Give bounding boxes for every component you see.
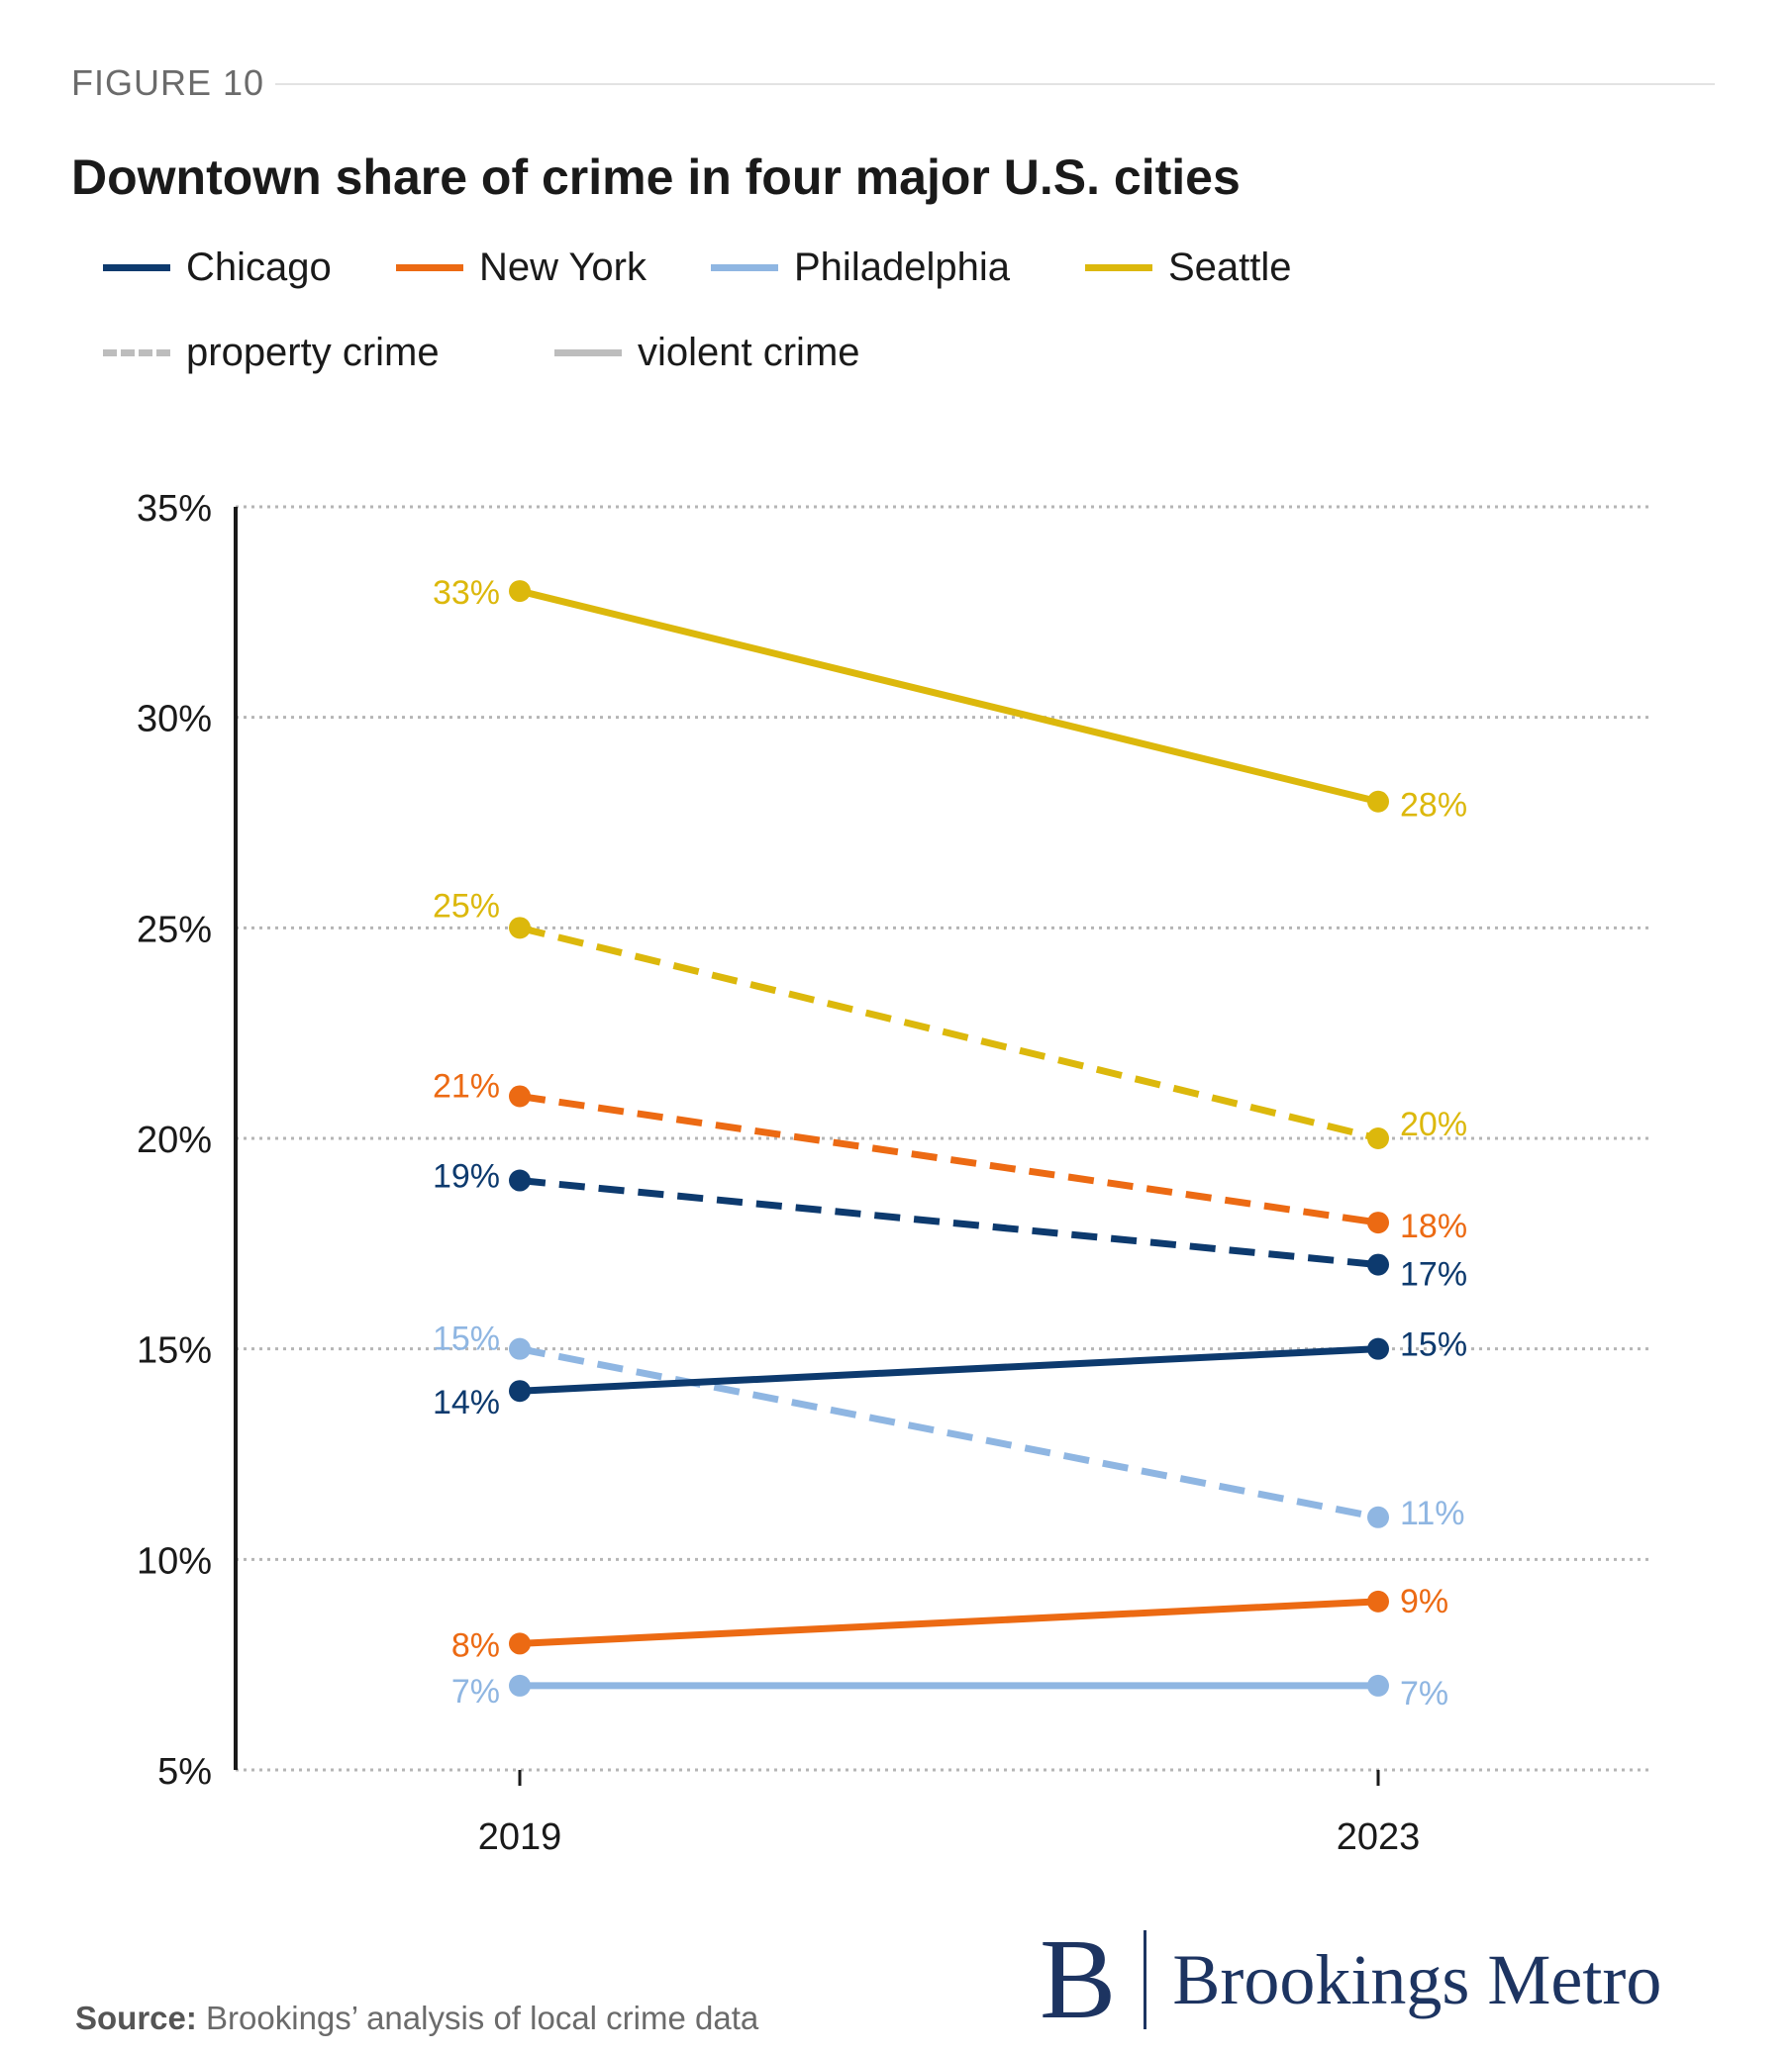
data-point: [1367, 1674, 1389, 1697]
legend-swatch-new-york: [396, 263, 463, 271]
data-label: 15%: [433, 1321, 500, 1358]
data-label: 15%: [1400, 1326, 1467, 1364]
x-tick-label: 2023: [1337, 1816, 1421, 1858]
source-text: Brookings’ analysis of local crime data: [196, 2000, 759, 2036]
y-tick-label: 15%: [137, 1330, 212, 1372]
data-point: [509, 1337, 531, 1360]
legend-item-chicago: Chicago: [103, 243, 332, 292]
logo-divider: [1144, 1930, 1147, 2029]
chart-title: Downtown share of crime in four major U.…: [71, 149, 1241, 205]
legend-label: violent crime: [638, 330, 860, 374]
data-point: [509, 1632, 531, 1655]
legend-swatch-solid: [554, 348, 622, 356]
data-point: [509, 1169, 531, 1192]
data-label: 8%: [451, 1626, 500, 1664]
source-label: Source:: [75, 2000, 197, 2036]
figure-header: FIGURE 10: [71, 61, 1715, 105]
data-label: 21%: [433, 1067, 500, 1105]
data-point: [1367, 1590, 1389, 1613]
data-point: [1367, 1506, 1389, 1528]
data-point: [1367, 1212, 1389, 1234]
legend-label: property crime: [186, 330, 440, 374]
data-label: 14%: [433, 1384, 500, 1421]
legend-label: Chicago: [186, 245, 332, 289]
source-note: Source: Brookings’ analysis of local cri…: [75, 2000, 758, 2037]
brookings-metro-logo: B Brookings Metro: [1040, 1916, 1662, 2043]
data-label: 17%: [1400, 1256, 1467, 1294]
legend-item-philadelphia: Philadelphia: [711, 243, 1010, 292]
series-line: [519, 1345, 1379, 1395]
data-point: [509, 1674, 531, 1697]
y-tick-label: 10%: [137, 1540, 212, 1582]
figure-label: FIGURE 10: [71, 62, 265, 103]
y-tick-label: 35%: [137, 488, 212, 530]
data-label: 18%: [1400, 1208, 1467, 1245]
legend-label: Philadelphia: [794, 245, 1010, 289]
data-label: 7%: [451, 1673, 500, 1711]
legend-item-new-york: New York: [396, 243, 647, 292]
legend-swatch-seattle: [1085, 263, 1152, 271]
data-point: [1367, 1127, 1389, 1149]
legend-swatch-dashed: [103, 348, 170, 356]
data-point: [1367, 790, 1389, 813]
legend-swatch-chicago: [103, 263, 170, 271]
series-line: [519, 1345, 1379, 1521]
data-label: 20%: [1400, 1106, 1467, 1143]
data-point: [509, 1380, 531, 1403]
line-chart: 5% 10% 15% 20% 25% 30% 35% 2019 2023 33% 28% 25% 20%…: [137, 488, 1651, 1858]
data-label: 19%: [433, 1158, 500, 1196]
legend-label: New York: [479, 245, 647, 289]
data-label: 28%: [1400, 787, 1467, 825]
data-point: [509, 580, 531, 603]
series-line: [519, 924, 1379, 1142]
data-label: 9%: [1400, 1583, 1448, 1620]
y-tick-label: 30%: [137, 699, 212, 740]
data-point: [509, 917, 531, 939]
legend-label: Seattle: [1168, 245, 1292, 289]
header-divider: [275, 83, 1715, 85]
y-tick-label: 5%: [157, 1751, 212, 1793]
data-label: 11%: [1400, 1495, 1465, 1532]
data-point: [1367, 1337, 1389, 1360]
logo-letter: B: [1040, 1916, 1117, 2043]
series-line: [519, 587, 1379, 806]
legend-item-seattle: Seattle: [1085, 243, 1292, 292]
data-label: 33%: [433, 574, 500, 612]
legend-item-violent-crime: violent crime: [554, 328, 860, 377]
data-point: [1367, 1253, 1389, 1276]
y-tick-label: 25%: [137, 909, 212, 950]
data-label: 7%: [1400, 1675, 1448, 1712]
logo-wordmark: Brookings Metro: [1172, 1939, 1662, 2019]
y-tick-label: 20%: [137, 1120, 212, 1161]
series-line: [519, 1598, 1379, 1647]
data-point: [509, 1085, 531, 1108]
legend-swatch-philadelphia: [711, 263, 778, 271]
x-tick-label: 2019: [478, 1816, 562, 1858]
legend-item-property-crime: property crime: [103, 328, 440, 377]
series-line: [519, 1177, 1379, 1269]
series-line: [519, 1093, 1379, 1226]
data-label: 25%: [433, 887, 500, 925]
